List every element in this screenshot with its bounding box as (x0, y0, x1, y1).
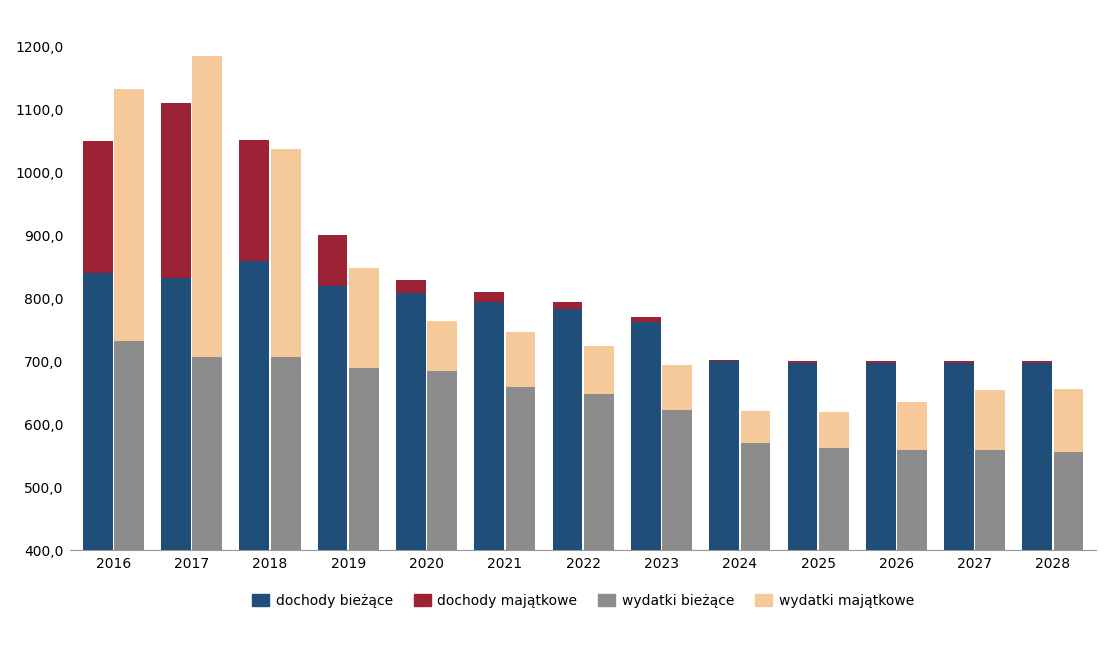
Bar (240, 261, 269, 551)
Bar (318, 286, 348, 551)
Bar (584, 394, 613, 551)
Bar (1022, 362, 1052, 551)
Bar (428, 321, 457, 371)
Bar (662, 410, 692, 551)
Bar (271, 149, 300, 357)
Bar (271, 357, 300, 551)
Bar (819, 412, 849, 448)
Bar (318, 235, 348, 286)
Bar (349, 368, 379, 551)
Bar (83, 141, 112, 273)
Bar (865, 361, 895, 362)
Bar (631, 322, 661, 551)
Bar (631, 317, 661, 322)
Legend: dochody bieżące, dochody majątkowe, wydatki bieżące, wydatki majątkowe: dochody bieżące, dochody majątkowe, wyda… (247, 588, 920, 613)
Bar (662, 364, 692, 410)
Bar (240, 140, 269, 261)
Bar (975, 450, 1005, 551)
Bar (944, 362, 974, 551)
Bar (114, 89, 144, 341)
Bar (741, 410, 770, 444)
Bar (428, 371, 457, 551)
Bar (709, 360, 739, 362)
Bar (788, 362, 818, 551)
Bar (584, 346, 613, 394)
Bar (552, 309, 582, 551)
Bar (897, 402, 927, 450)
Bar (506, 386, 536, 551)
Bar (349, 268, 379, 368)
Bar (944, 361, 974, 362)
Bar (192, 56, 222, 357)
Bar (1022, 361, 1052, 362)
Bar (709, 362, 739, 551)
Bar (161, 103, 191, 278)
Bar (788, 361, 818, 362)
Bar (474, 292, 504, 302)
Bar (819, 448, 849, 551)
Bar (741, 444, 770, 551)
Bar (506, 332, 536, 386)
Bar (474, 302, 504, 551)
Bar (975, 390, 1005, 450)
Bar (114, 341, 144, 551)
Bar (1053, 388, 1083, 452)
Bar (865, 362, 895, 551)
Bar (83, 273, 112, 551)
Bar (1053, 452, 1083, 551)
Bar (192, 357, 222, 551)
Bar (161, 278, 191, 551)
Bar (552, 302, 582, 309)
Bar (396, 279, 426, 293)
Bar (897, 450, 927, 551)
Bar (396, 293, 426, 551)
